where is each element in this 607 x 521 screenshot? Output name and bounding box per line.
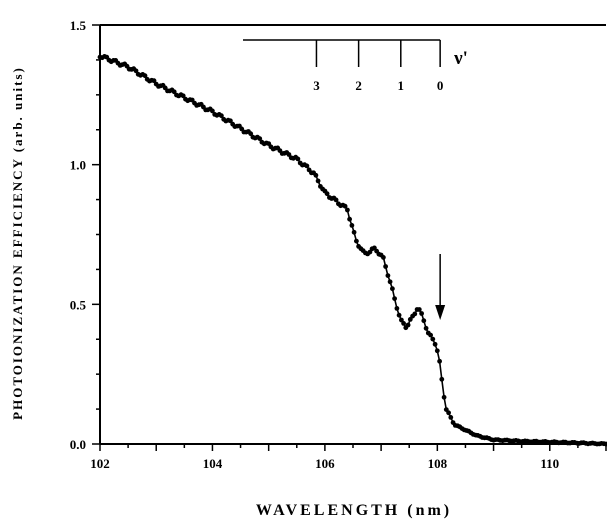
- nu-symbol-label: ν': [453, 48, 468, 69]
- nu-level-label: 2: [355, 78, 362, 93]
- axis-labels: WAVELENGTH (nm) PHOTOIONIZATION EFFICIEN…: [10, 66, 452, 519]
- data-point: [180, 93, 186, 99]
- data-point: [354, 238, 359, 244]
- data-point: [333, 197, 339, 203]
- vibrational-scale: 3 2 1 0 ν': [243, 39, 468, 93]
- data-point: [430, 336, 436, 342]
- y-axis-title: PHOTOIONIZATION EFFICIENCY (arb. units): [10, 66, 25, 420]
- data-point: [394, 306, 400, 311]
- data-point: [219, 113, 224, 119]
- data-point: [432, 341, 438, 347]
- y-tick-label: 1.5: [70, 18, 87, 33]
- data-point: [396, 312, 402, 318]
- data-point: [295, 156, 301, 162]
- data-point: [133, 68, 139, 74]
- data-point: [313, 172, 319, 178]
- data-point: [324, 191, 330, 197]
- x-tick-label: 110: [540, 456, 559, 471]
- data-point: [399, 317, 404, 323]
- data-point: [390, 286, 395, 292]
- data-point: [446, 410, 451, 416]
- data-point: [405, 322, 411, 328]
- nu-level-label: 3: [313, 78, 320, 93]
- data-point: [228, 118, 233, 124]
- data-point: [392, 296, 397, 301]
- data-point: [351, 229, 357, 235]
- data-point: [315, 178, 321, 184]
- data-point: [423, 325, 429, 331]
- x-tick-label: 102: [90, 456, 110, 471]
- data-point: [448, 415, 454, 420]
- data-point: [439, 376, 445, 382]
- data-curve: [97, 54, 607, 447]
- data-point: [401, 321, 406, 326]
- nu-level-label: 1: [398, 78, 405, 93]
- data-point: [347, 216, 352, 222]
- data-point: [257, 136, 263, 142]
- data-point: [345, 207, 350, 213]
- data-point: [437, 358, 442, 364]
- data-point: [151, 78, 157, 84]
- data-point: [603, 441, 607, 447]
- data-point: [248, 131, 254, 137]
- y-tick-label: 0.5: [70, 297, 87, 312]
- data-point: [342, 203, 348, 209]
- x-axis-title: WAVELENGTH (nm): [256, 502, 452, 519]
- y-tick-label: 0.0: [70, 437, 86, 452]
- arrow-head: [435, 305, 446, 320]
- threshold-arrow: [435, 254, 446, 320]
- data-point: [421, 318, 427, 324]
- data-point: [385, 273, 391, 278]
- data-point: [210, 108, 215, 114]
- data-point: [349, 223, 355, 228]
- data-point: [381, 255, 386, 260]
- data-point: [416, 307, 422, 312]
- data-point: [304, 163, 310, 169]
- x-tick-label: 108: [428, 456, 448, 471]
- x-tick-label: 104: [203, 456, 223, 471]
- x-tick-label: 106: [315, 456, 335, 471]
- data-point: [412, 311, 418, 317]
- data-point: [419, 311, 424, 316]
- data-point: [434, 348, 440, 354]
- data-point: [428, 332, 433, 338]
- data-point: [441, 394, 447, 400]
- data-point: [383, 264, 388, 269]
- data-line: [99, 55, 607, 445]
- data-point: [387, 279, 393, 285]
- nu-level-label: 0: [437, 78, 444, 93]
- y-tick-label: 1.0: [70, 158, 86, 173]
- data-point: [142, 73, 148, 79]
